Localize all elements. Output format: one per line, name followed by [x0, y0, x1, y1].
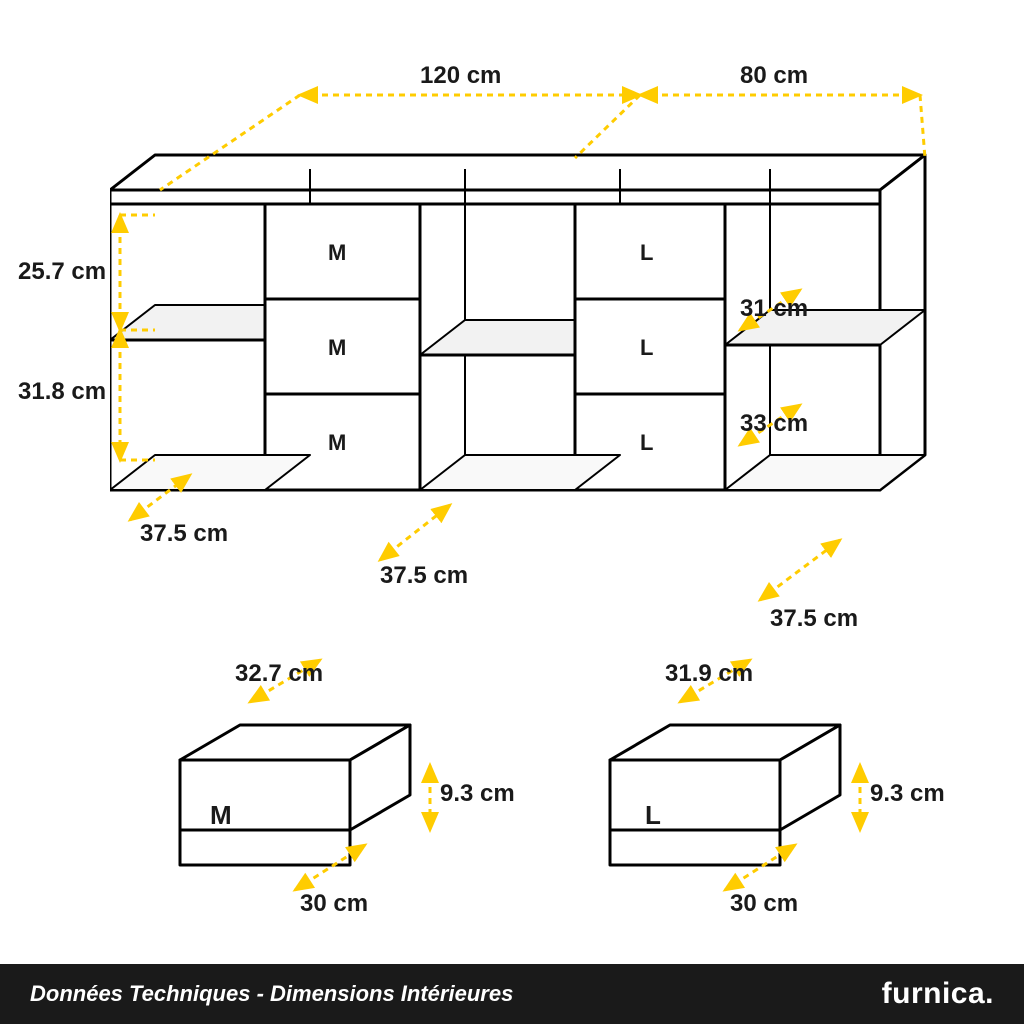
dim-shelf-33: 33 cm [740, 410, 808, 438]
cabinet-diagram [110, 140, 940, 570]
page: { "meta": { "title": "Données Techniques… [0, 0, 1024, 1024]
drawer-l-height: 9.3 cm [870, 780, 945, 808]
dim-top-right: 80 cm [740, 62, 808, 90]
cabinet-drawer-m1: M [328, 240, 346, 266]
dim-h-lower: 31.8 cm [18, 378, 106, 406]
footer-brand: furnica. [882, 977, 994, 1011]
drawer-m-front: 30 cm [300, 890, 368, 918]
cabinet-drawer-m3: M [328, 430, 346, 456]
cabinet-drawer-m2: M [328, 335, 346, 361]
drawer-l-diagram [550, 700, 920, 890]
drawer-m-diagram [120, 700, 490, 890]
dim-shelf-31: 31 cm [740, 295, 808, 323]
dim-depth-bay3: 37.5 cm [380, 562, 468, 590]
dim-depth-bay1: 37.5 cm [140, 520, 228, 548]
cabinet-drawer-l1: L [640, 240, 653, 266]
drawer-l-front: 30 cm [730, 890, 798, 918]
cabinet-drawer-l2: L [640, 335, 653, 361]
drawer-l-depth: 31.9 cm [665, 660, 753, 688]
dim-top-left: 120 cm [420, 62, 501, 90]
footer-title: Données Techniques - Dimensions Intérieu… [30, 981, 513, 1007]
dim-depth-last: 37.5 cm [770, 605, 858, 633]
drawer-l-label: L [645, 800, 661, 831]
drawer-m-depth: 32.7 cm [235, 660, 323, 688]
dim-h-upper: 25.7 cm [18, 258, 106, 286]
drawer-m-label: M [210, 800, 232, 831]
cabinet-drawer-l3: L [640, 430, 653, 456]
footer: Données Techniques - Dimensions Intérieu… [0, 964, 1024, 1024]
drawer-m-height: 9.3 cm [440, 780, 515, 808]
